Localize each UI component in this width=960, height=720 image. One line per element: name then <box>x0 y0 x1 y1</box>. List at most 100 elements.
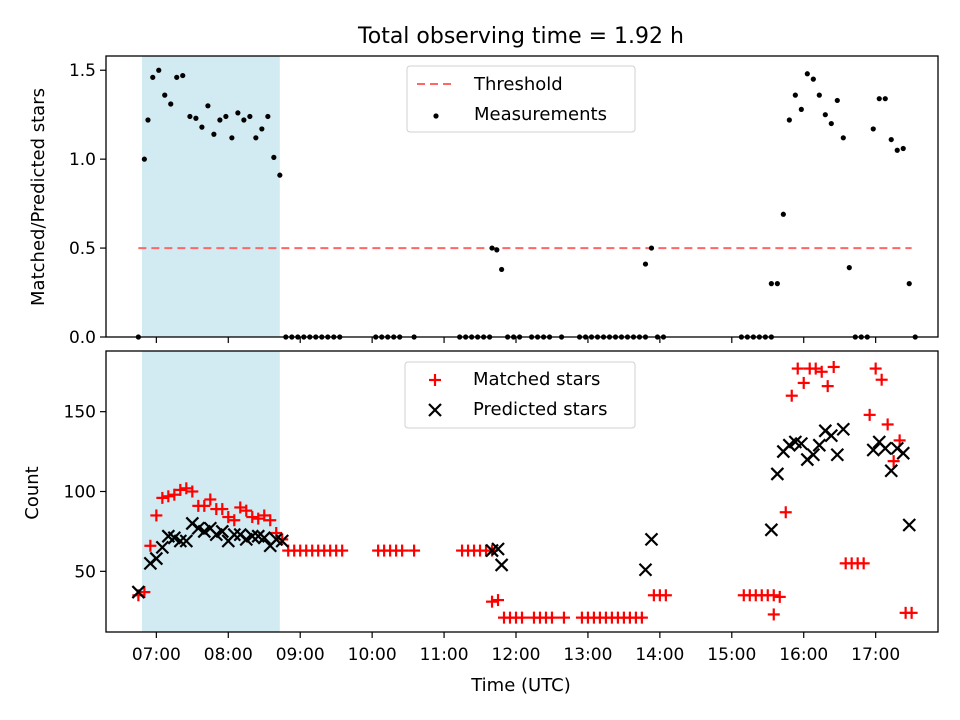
predicted-legend-marker <box>428 403 442 417</box>
matched-star-point <box>857 557 870 570</box>
measurement-point <box>900 145 906 152</box>
measurement-point <box>876 96 882 102</box>
top-panel: 0.0 0.5 1.0 1.5 Matched/Predicted stars Thr… <box>28 55 939 348</box>
x-tick-label: 08:00 <box>204 645 253 665</box>
predicted-star-point <box>179 534 194 548</box>
measurement-point <box>150 74 156 80</box>
threshold-legend-label: Threshold <box>473 74 563 95</box>
measurement-point <box>822 112 828 118</box>
x-tick-label: 13:00 <box>563 645 612 665</box>
measurement-point <box>816 92 822 98</box>
bottom-x-ticks: 07:00 08:00 09:00 10:00 11:00 12:00 13:00 14:00… <box>132 632 900 665</box>
matched-star-point <box>827 360 840 373</box>
measurement-point <box>804 71 810 77</box>
matched-star-point <box>821 380 834 393</box>
x-tick-label: 07:00 <box>132 645 181 665</box>
measurement-point <box>894 147 900 153</box>
y-tick-label: 100 <box>64 483 96 503</box>
matched-star-point <box>869 362 882 375</box>
predicted-star-point <box>644 532 659 547</box>
predicted-star-point <box>866 443 881 457</box>
measurement-point <box>494 247 500 253</box>
matched-star-point <box>336 544 349 557</box>
predicted-star-point <box>257 531 272 545</box>
bottom-shaded-region <box>141 351 280 632</box>
matched-star-point <box>270 527 283 540</box>
top-series-layer <box>135 67 918 340</box>
matched-star-point <box>875 373 888 386</box>
measurement-point <box>211 131 217 137</box>
measurement-point <box>174 74 180 80</box>
measurement-point <box>235 110 241 116</box>
matched-star-point <box>276 533 289 546</box>
measurement-point <box>774 281 780 287</box>
matched-legend-marker <box>429 374 441 386</box>
predicted-star-point <box>491 542 505 556</box>
measurement-point <box>642 261 649 267</box>
measurement-point <box>906 281 912 287</box>
top-x-ticks <box>155 337 877 343</box>
top-ylabel: Matched/Predicted stars <box>28 88 49 306</box>
measurement-point <box>499 266 505 273</box>
predicted-star-point <box>215 524 230 539</box>
matched-star-point <box>216 503 229 516</box>
bottom-series-layer <box>131 360 918 624</box>
bottom-legend: Matched stars Predicted stars <box>404 361 636 429</box>
matched-star-point <box>767 589 780 602</box>
matched-star-point <box>198 499 211 512</box>
matched-star-point <box>893 434 906 447</box>
y-tick-label: 50 <box>74 562 96 582</box>
predicted-star-point <box>638 562 653 577</box>
measurement-point <box>241 117 247 123</box>
matched-star-point <box>887 455 900 468</box>
predicted-star-point <box>173 534 188 548</box>
matched-star-point <box>881 418 894 431</box>
measurement-point <box>141 156 147 162</box>
matched-star-point <box>162 490 175 503</box>
matched-star-point <box>545 611 558 624</box>
measurement-point <box>223 113 229 120</box>
matched-star-point <box>659 589 672 602</box>
predicted-star-point <box>494 558 509 572</box>
measurement-point <box>798 106 804 112</box>
matched-star-point <box>767 608 780 621</box>
matched-star-point <box>557 611 570 624</box>
matched-star-point <box>396 544 409 557</box>
matched-star-point <box>156 491 169 504</box>
measurement-point <box>888 136 894 143</box>
predicted-star-point <box>902 518 917 532</box>
top-axes-frame <box>105 55 939 338</box>
measurement-point <box>780 211 786 217</box>
measurement-point <box>247 113 253 120</box>
predicted-star-point <box>227 527 242 542</box>
measurements-legend-marker <box>433 113 439 119</box>
measurement-point <box>834 97 840 104</box>
figure-title: Total observing time = 1.92 h <box>357 24 684 49</box>
matched-star-point <box>150 509 163 522</box>
measurement-point <box>253 135 259 141</box>
predicted-star-point <box>812 438 827 452</box>
matched-star-point <box>791 362 804 375</box>
predicted-star-point <box>149 551 164 566</box>
measurement-point <box>205 103 211 109</box>
matched-star-point <box>486 595 499 608</box>
matched-star-point <box>905 606 918 619</box>
matched-star-point <box>779 506 792 519</box>
measurement-point <box>792 92 798 98</box>
matched-star-point <box>240 504 253 517</box>
predicted-star-point <box>275 534 290 548</box>
bottom-ylabel: Count <box>22 466 43 519</box>
measurement-point <box>193 115 199 121</box>
x-tick-label: 17:00 <box>851 645 900 665</box>
y-tick-label: 1.0 <box>69 150 96 170</box>
x-tick-label: 09:00 <box>276 645 325 665</box>
matched-star-point <box>773 590 786 603</box>
x-tick-label: 11:00 <box>420 645 469 665</box>
top-shaded-region <box>141 56 280 337</box>
top-legend: Threshold Measurements <box>406 65 636 133</box>
matched-star-point <box>228 514 241 527</box>
predicted-star-point <box>878 441 893 456</box>
predicted-star-point <box>764 523 779 537</box>
measurement-point <box>259 126 265 132</box>
predicted-star-point <box>155 540 170 555</box>
